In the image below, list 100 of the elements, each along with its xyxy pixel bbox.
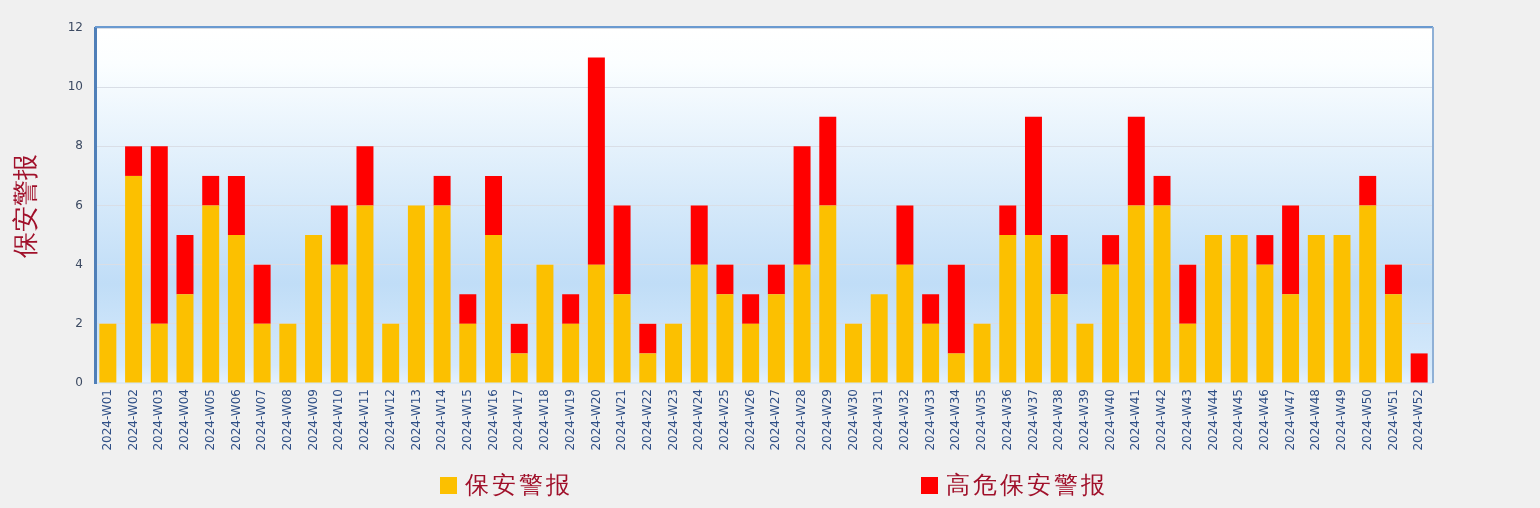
x-tick-label: 2024-W51 [1385, 389, 1400, 451]
bar [896, 205, 914, 265]
bar [1256, 235, 1274, 265]
bar [1102, 235, 1120, 265]
bar [202, 175, 220, 206]
bar [227, 235, 245, 383]
x-tick-label: 2024-W46 [1257, 389, 1271, 451]
bar [459, 294, 477, 324]
x-tick-label: 2024-W18 [537, 389, 552, 451]
x-tick-label: 2024-W08 [279, 389, 294, 451]
x-tick-label: 2024-W29 [819, 389, 834, 451]
bar [176, 294, 194, 383]
x-tick-label: 2024-W36 [999, 389, 1014, 451]
bar [999, 235, 1017, 383]
x-tick-label: 2024-W06 [228, 389, 243, 451]
x-tick-label: 2024-W10 [331, 389, 346, 451]
x-tick-label: 2024-W47 [1282, 389, 1297, 451]
bar [305, 235, 323, 383]
bar [407, 205, 425, 383]
bar [382, 323, 400, 383]
bar [845, 323, 862, 383]
bar [639, 323, 657, 354]
bar [227, 175, 245, 236]
x-tick-label: 2024-W19 [562, 389, 577, 451]
x-tick-label: 2024-W31 [871, 389, 886, 451]
bar [922, 294, 940, 324]
bar [356, 146, 374, 206]
bar [485, 175, 503, 236]
bar [1282, 294, 1300, 383]
bar [1256, 264, 1274, 383]
x-tick-label: 2024-W35 [974, 389, 989, 451]
bar [1307, 235, 1325, 383]
x-tick-label: 2024-W50 [1359, 389, 1374, 451]
bar [1410, 353, 1428, 383]
x-tick-label: 2024-W04 [177, 389, 192, 451]
x-tick-label: 2024-W02 [125, 389, 140, 451]
y-tick-label: 6 [75, 197, 83, 212]
bar [922, 323, 940, 383]
y-tick-label: 4 [75, 256, 83, 271]
bar [1024, 116, 1042, 236]
x-tick-label: 2024-W17 [511, 389, 526, 451]
x-tick-label: 2024-W32 [897, 389, 912, 451]
bar [150, 323, 168, 383]
bar [1050, 235, 1068, 295]
x-tick-label: 2024-W41 [1128, 389, 1143, 451]
x-tick-label: 2024-W15 [459, 389, 474, 451]
bar [485, 235, 503, 383]
bar [587, 57, 605, 265]
x-tick-label: 2024-W13 [408, 389, 423, 451]
x-tick-label: 2024-W39 [1077, 389, 1092, 451]
x-tick-label: 2024-W28 [794, 389, 809, 451]
bar [125, 175, 143, 383]
bar [1153, 175, 1171, 206]
bar [150, 146, 168, 324]
bar [1076, 323, 1094, 383]
x-tick-label: 2024-W03 [151, 389, 166, 451]
x-tick-label: 2024-W45 [1231, 389, 1246, 451]
x-tick-label: 2024-W38 [1051, 389, 1066, 451]
y-tick-label: 2 [75, 315, 83, 330]
x-tick-label: 2024-W21 [614, 389, 629, 451]
bar [690, 205, 708, 265]
bar [639, 353, 657, 383]
bar [330, 205, 348, 265]
bar [870, 294, 888, 383]
bar [896, 264, 914, 383]
bar [665, 323, 682, 383]
bar [176, 235, 194, 295]
x-tick-label: 2024-W49 [1334, 389, 1349, 451]
bar [125, 146, 143, 176]
bar [202, 205, 220, 383]
bar [973, 323, 991, 383]
bar [1102, 264, 1120, 383]
bar [716, 264, 734, 295]
bar [253, 323, 271, 383]
x-tick-label: 2024-W27 [768, 389, 783, 451]
x-tick-label: 2024-W07 [254, 389, 269, 451]
x-tick-label: 2024-W25 [717, 389, 732, 451]
bar [793, 146, 811, 265]
x-tick-label: 2024-W37 [1025, 389, 1040, 451]
bar [1050, 294, 1068, 383]
bar [562, 294, 580, 324]
bar [716, 294, 734, 383]
bar [767, 294, 785, 383]
bar [330, 264, 348, 383]
bar [999, 205, 1017, 236]
bar [253, 264, 271, 324]
bar [433, 175, 451, 206]
bar [819, 205, 837, 383]
bar [1333, 235, 1351, 383]
bar [613, 205, 631, 295]
bar [1127, 116, 1145, 206]
x-tick-label: 2024-W48 [1308, 389, 1323, 451]
bar [1024, 235, 1042, 383]
bar [459, 323, 477, 383]
x-tick-label: 2024-W30 [845, 389, 860, 451]
x-tick-label: 2024-W44 [1205, 389, 1220, 451]
bar [742, 323, 760, 383]
bar [1179, 323, 1197, 383]
bar [510, 323, 528, 354]
bar [947, 353, 965, 383]
